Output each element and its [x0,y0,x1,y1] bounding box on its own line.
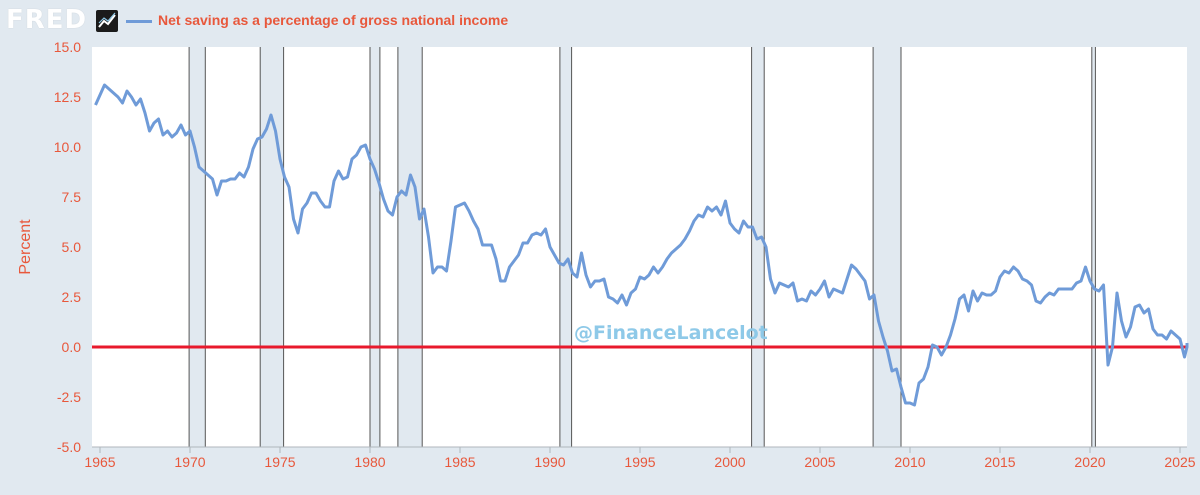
y-tick-label: 12.5 [54,89,81,105]
x-tick-label: 2025 [1164,454,1195,470]
fred-logo[interactable]: FRED [6,5,88,35]
x-tick-label: 2020 [1074,454,1105,470]
x-tick-label: 2010 [894,454,925,470]
series-line-net-saving[interactable] [94,83,1189,407]
y-tick-label: 15.0 [54,39,81,55]
x-tick-label: 1985 [444,454,475,470]
y-tick-label: 7.5 [62,189,82,205]
x-tick-label: 2005 [804,454,835,470]
recession-band [1091,47,1096,447]
x-axis-ticks: 1965 1970 1975 1980 1985 1990 1995 2000 2005 2010… [84,447,1196,470]
plot-area [92,47,1187,447]
fred-chart-icon [96,10,118,32]
y-tick-label: 5.0 [62,239,82,255]
x-tick-label: 1995 [624,454,655,470]
legend-series-swatch [126,20,152,23]
y-tick-label: 2.5 [62,289,82,305]
recession-band [397,47,423,447]
y-axis-ticks: 15.0 12.5 10.0 7.5 5.0 2.5 0.0 -2.5 -5.0 [54,39,81,455]
recession-band [751,47,765,447]
legend-series-label: Net saving as a percentage of gross nati… [158,12,509,28]
watermark: @FinanceLancelot [574,322,768,344]
y-tick-label: 0.0 [62,339,82,355]
x-tick-label: 2000 [714,454,745,470]
x-tick-label: 1990 [534,454,565,470]
x-tick-label: 1975 [264,454,295,470]
x-tick-label: 1980 [354,454,385,470]
x-tick-label: 2015 [984,454,1015,470]
y-tick-label: 10.0 [54,139,81,155]
y-tick-label: -2.5 [57,389,81,405]
recession-band [873,47,901,447]
recession-band [189,47,206,447]
x-tick-label: 1970 [174,454,205,470]
recession-band [260,47,284,447]
recession-band [370,47,380,447]
x-tick-label: 1965 [84,454,115,470]
chart-header: FRED Net saving as a percentage of gross… [0,0,1200,40]
y-axis-label: Percent [17,219,34,275]
recession-band [559,47,572,447]
y-tick-label: -5.0 [57,439,81,455]
